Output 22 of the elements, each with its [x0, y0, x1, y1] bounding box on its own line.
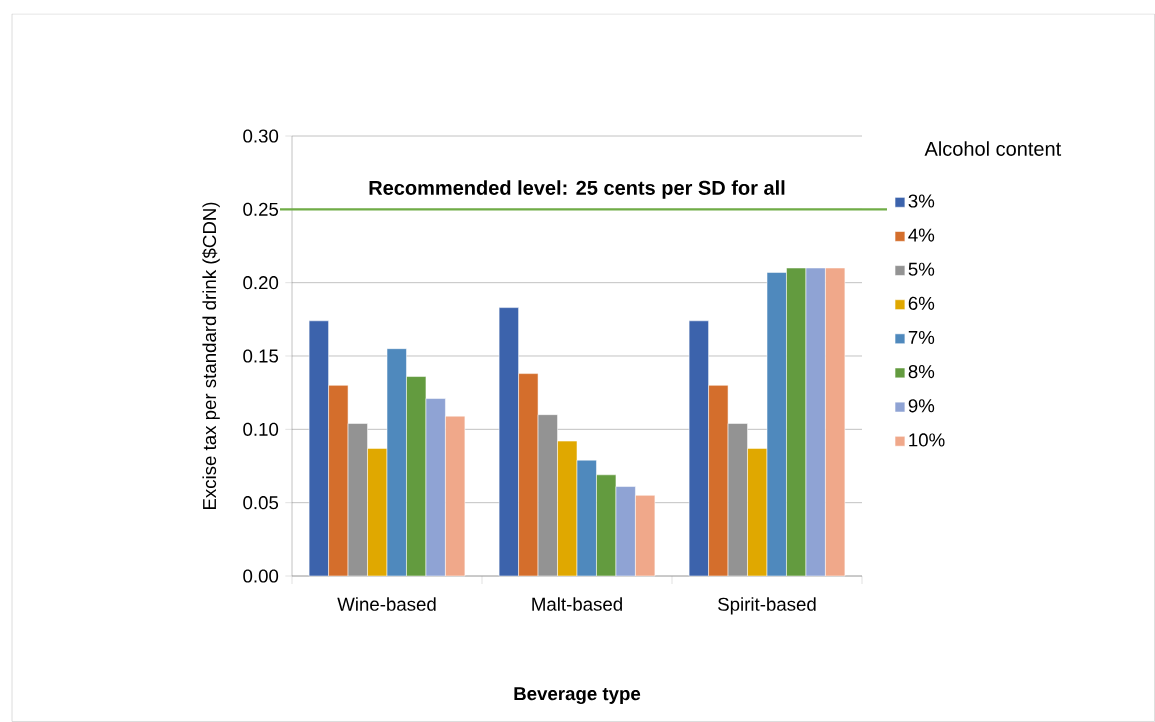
x-tick-label: Malt-based — [532, 597, 622, 611]
x-tick-label: Spirit-based — [718, 597, 816, 615]
y-tick-label: 0.20 — [243, 276, 279, 290]
legend-label: 10% — [909, 433, 945, 447]
legend-label: 9% — [908, 399, 935, 413]
legend-label: 5% — [908, 262, 935, 276]
legend-title: Alcohol content — [924, 141, 1062, 156]
legend-label: 3% — [908, 194, 935, 208]
y-tick-label: 0.15 — [243, 349, 279, 363]
y-tick-label: 0.10 — [243, 422, 279, 436]
x-axis-title: Beverage type — [514, 687, 641, 705]
y-tick-label: 0.00 — [243, 569, 279, 583]
legend-label: 4% — [908, 228, 935, 242]
legend-label: 7% — [908, 330, 935, 344]
ref-line-label: Recommended level: 25 cents per SD for all — [369, 180, 785, 199]
y-tick-label: 0.30 — [243, 129, 279, 143]
legend-label: 6% — [908, 296, 935, 310]
legend-label: 8% — [908, 364, 935, 379]
y-tick-label: 0.25 — [243, 202, 279, 216]
y-tick-label: 0.05 — [243, 496, 279, 510]
y-axis-title: Excise tax per standard drink ($CDN) — [202, 202, 220, 510]
x-tick-label: Wine-based — [337, 597, 436, 611]
